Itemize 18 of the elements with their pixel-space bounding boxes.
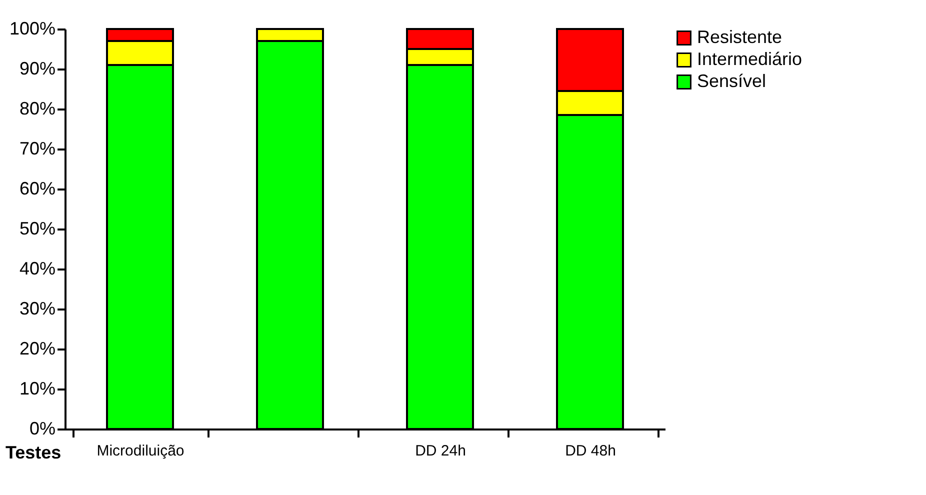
y-tick-label: 60% <box>19 178 56 198</box>
x-tick-label: Microdiluição <box>96 442 184 460</box>
y-tick-label: 10% <box>19 378 56 398</box>
legend-label: Intermediário <box>697 49 802 69</box>
x-axis-title: Testes <box>6 442 62 462</box>
y-tick-label: 90% <box>19 58 56 78</box>
x-tick-label: DD 24h <box>415 442 466 460</box>
legend-label: Resistente <box>697 27 782 47</box>
legend-label: Sensível <box>697 71 766 91</box>
y-tick-label: 40% <box>19 258 56 278</box>
y-tick-label: 20% <box>19 338 56 358</box>
y-tick-label: 30% <box>19 298 56 318</box>
y-tick-label: 80% <box>19 98 56 118</box>
y-tick-label: 0% <box>29 418 56 438</box>
y-tick-label: 50% <box>19 218 56 238</box>
y-tick-label: 70% <box>19 138 56 158</box>
y-tick-label: 100% <box>9 18 56 38</box>
x-tick-label: DD 48h <box>565 442 616 460</box>
